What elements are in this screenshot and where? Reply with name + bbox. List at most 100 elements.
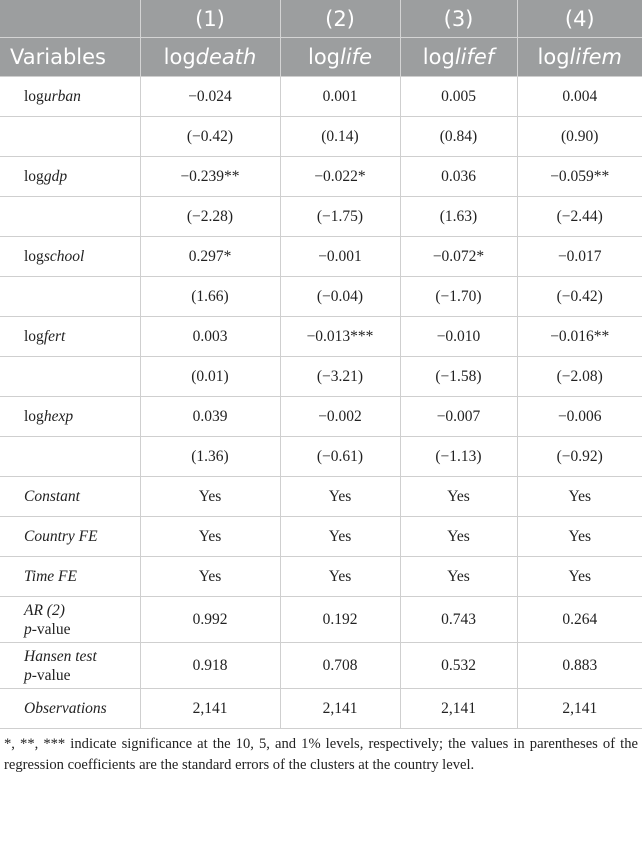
row-label [0,196,141,237]
value-cell: (−0.42) [139,116,281,157]
value-cell: 0.918 [139,642,281,689]
row-label [0,436,141,477]
table-row: Hansen test p-value 0.918 0.708 0.532 0.883 [0,642,642,689]
value-cell: (0.14) [279,116,401,157]
value-cell: Yes [516,556,642,597]
value-cell: Yes [399,516,518,557]
header-dependent-var: loglife [279,37,400,77]
row-label: loghexp [0,396,141,437]
value-cell: 2,141 [279,688,401,729]
value-cell: −0.022* [279,156,401,197]
table-row: logurban −0.024 0.001 0.005 0.004 [0,76,642,117]
dep-var-name: life [340,45,372,69]
value-cell: 0.036 [399,156,518,197]
row-label-name: urban [43,87,81,105]
value-cell: −0.059** [516,156,642,197]
table-row: (0.01) (−3.21) (−1.58) (−2.08) [0,356,642,397]
dep-var-name: death [195,45,257,69]
value-cell: −0.072* [399,236,518,277]
value-cell: 0.297* [139,236,281,277]
row-label-prefix: log [24,407,44,425]
value-cell: −0.001 [279,236,401,277]
value-cell: 0.532 [399,642,518,689]
value-cell: 0.004 [516,76,642,117]
row-label-name: gdp [43,167,68,185]
table-row: logschool 0.297* −0.001 −0.072* −0.017 [0,236,642,277]
value-cell: 0.192 [279,596,401,643]
value-cell: 0.992 [139,596,281,643]
header-dependent-var: loglifem [516,37,642,77]
table-row: (−2.28) (−1.75) (1.63) (−2.44) [0,196,642,237]
table-header: (1) (2) (3) (4) Variables logdeath logli… [0,0,642,77]
header-row-variables: Variables logdeath loglife loglifef logl… [0,37,642,77]
regression-table: (1) (2) (3) (4) Variables logdeath logli… [0,0,642,729]
row-label-name: Constant [24,487,80,505]
value-cell: (−1.13) [399,436,518,477]
row-label [0,276,141,317]
value-cell: 0.743 [399,596,518,643]
value-cell: (0.84) [399,116,518,157]
header-number: (2) [279,0,400,38]
header-number: (3) [399,0,517,38]
row-label-p: p [24,666,32,684]
value-cell: (1.66) [139,276,281,317]
table-body: logurban −0.024 0.001 0.005 0.004 (−0.42) (0.1… [0,76,642,729]
row-label-name: school [43,247,85,265]
table-row: Constant Yes Yes Yes Yes [0,476,642,517]
value-cell: (−1.70) [399,276,518,317]
value-cell: −0.010 [399,316,518,357]
row-label-name: fert [43,327,66,345]
row-label [0,356,141,397]
value-cell: (−1.58) [399,356,518,397]
value-cell: −0.006 [516,396,642,437]
row-label-name: Time FE [24,567,77,585]
value-cell: Yes [399,556,518,597]
row-label-name: hexp [43,407,74,425]
row-label-name: Country FE [24,527,98,545]
row-label: logfert [0,316,141,357]
value-cell: (1.63) [399,196,518,237]
value-cell: Yes [139,556,281,597]
value-cell: 0.005 [399,76,518,117]
value-cell: −0.016** [516,316,642,357]
table-row: loggdp −0.239** −0.022* 0.036 −0.059** [0,156,642,197]
value-cell: (−2.44) [516,196,642,237]
value-cell: Yes [279,556,401,597]
value-cell: (−0.04) [279,276,401,317]
dep-var-name: lifem [569,45,622,69]
row-label [0,116,141,157]
value-cell: Yes [139,516,281,557]
row-label-name: Observations [24,699,107,717]
value-cell: Yes [399,476,518,517]
row-label-line1: AR (2) [24,601,65,619]
row-label: loggdp [0,156,141,197]
value-cell: (−1.75) [279,196,401,237]
table-row: logfert 0.003 −0.013*** −0.010 −0.016** [0,316,642,357]
row-label-prefix: log [24,247,44,265]
value-cell: (0.01) [139,356,281,397]
value-cell: 0.708 [279,642,401,689]
value-cell: −0.017 [516,236,642,277]
value-cell: −0.007 [399,396,518,437]
value-cell: 0.039 [139,396,281,437]
value-cell: 2,141 [399,688,518,729]
dep-var-prefix: log [308,45,341,69]
value-cell: Yes [139,476,281,517]
row-label: Hansen test p-value [0,642,141,689]
value-cell: 0.264 [516,596,642,643]
value-cell: 0.001 [279,76,401,117]
table-row: (1.66) (−0.04) (−1.70) (−0.42) [0,276,642,317]
table-row: Country FE Yes Yes Yes Yes [0,516,642,557]
value-cell: (−3.21) [279,356,401,397]
value-cell: Yes [279,476,401,517]
value-cell: (−0.42) [516,276,642,317]
value-cell: 2,141 [516,688,642,729]
dep-var-name: lifef [454,45,495,69]
row-label-p: p [24,620,32,638]
row-label-value-suffix: -value [31,666,71,684]
header-blank-cell [0,0,140,38]
value-cell: (−0.92) [516,436,642,477]
header-number: (4) [516,0,642,38]
value-cell: −0.024 [139,76,281,117]
row-label-line1: Hansen test [24,647,97,665]
